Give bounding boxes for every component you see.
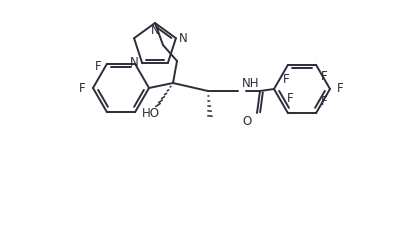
Text: F: F: [321, 70, 327, 83]
Text: N: N: [179, 32, 188, 45]
Text: HO: HO: [142, 107, 160, 120]
Text: F: F: [337, 83, 344, 95]
Text: N: N: [150, 24, 159, 37]
Text: F: F: [287, 92, 293, 105]
Text: F: F: [321, 95, 327, 108]
Text: O: O: [243, 115, 252, 128]
Text: NH: NH: [242, 77, 260, 90]
Text: F: F: [95, 60, 102, 73]
Text: F: F: [283, 73, 289, 86]
Text: N: N: [130, 56, 139, 69]
Text: F: F: [78, 81, 85, 94]
